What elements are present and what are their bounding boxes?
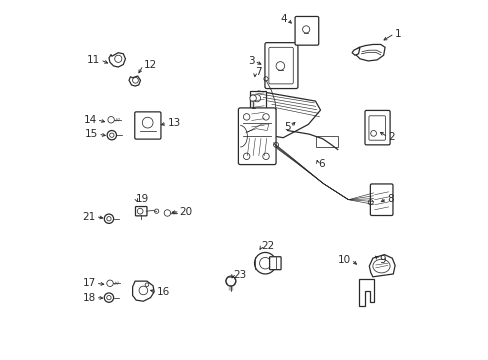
- Text: 19: 19: [136, 194, 149, 204]
- Text: 22: 22: [261, 241, 274, 251]
- Circle shape: [164, 210, 170, 216]
- Text: 20: 20: [179, 207, 192, 217]
- Text: 23: 23: [233, 270, 246, 280]
- Text: 18: 18: [82, 293, 96, 303]
- Text: 21: 21: [82, 212, 96, 221]
- FancyBboxPatch shape: [135, 207, 147, 216]
- Polygon shape: [359, 279, 373, 306]
- FancyBboxPatch shape: [364, 111, 389, 145]
- Text: 3: 3: [247, 56, 254, 66]
- Circle shape: [104, 214, 113, 224]
- Circle shape: [254, 252, 276, 274]
- FancyBboxPatch shape: [269, 257, 281, 270]
- FancyBboxPatch shape: [294, 17, 318, 45]
- Text: 15: 15: [85, 129, 98, 139]
- Polygon shape: [109, 53, 125, 67]
- Polygon shape: [351, 47, 359, 55]
- Text: 8: 8: [386, 194, 393, 204]
- Text: 2: 2: [387, 132, 394, 142]
- Text: 11: 11: [87, 55, 100, 65]
- Polygon shape: [129, 76, 140, 86]
- Bar: [316, 136, 338, 147]
- Text: 9: 9: [378, 255, 385, 265]
- Circle shape: [225, 276, 235, 286]
- Circle shape: [107, 131, 116, 140]
- Polygon shape: [368, 255, 394, 277]
- Text: 12: 12: [143, 60, 156, 70]
- Circle shape: [104, 293, 113, 302]
- Text: 13: 13: [167, 118, 180, 128]
- Text: 4: 4: [280, 14, 287, 24]
- FancyBboxPatch shape: [238, 108, 276, 165]
- Polygon shape: [249, 91, 320, 138]
- Circle shape: [249, 95, 256, 102]
- Text: 14: 14: [83, 115, 97, 125]
- Text: 17: 17: [82, 278, 96, 288]
- FancyBboxPatch shape: [369, 184, 392, 216]
- Polygon shape: [249, 91, 265, 131]
- Text: 5: 5: [283, 122, 290, 132]
- Polygon shape: [354, 44, 384, 61]
- Circle shape: [108, 117, 114, 123]
- FancyBboxPatch shape: [135, 112, 161, 139]
- Circle shape: [106, 280, 113, 287]
- Text: 10: 10: [338, 255, 351, 265]
- Polygon shape: [132, 281, 154, 301]
- Text: 7: 7: [255, 67, 262, 77]
- Text: 1: 1: [394, 29, 400, 39]
- FancyBboxPatch shape: [264, 42, 297, 89]
- Text: 6: 6: [317, 159, 324, 169]
- Text: 16: 16: [156, 287, 169, 297]
